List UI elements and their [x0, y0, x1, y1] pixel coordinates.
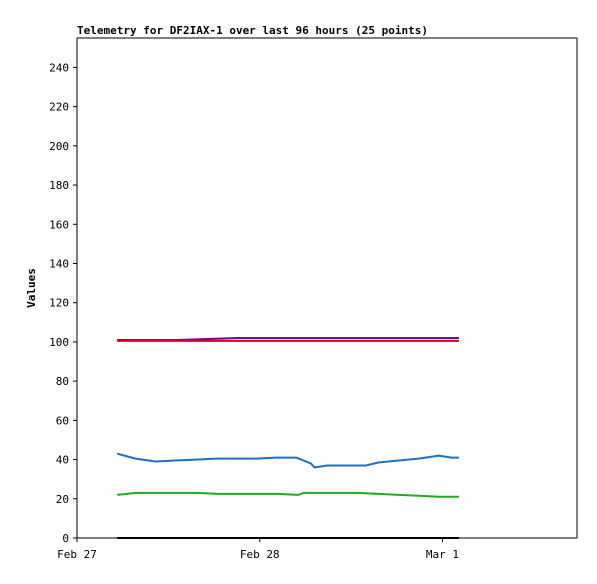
y-tick-label: 0 [62, 532, 69, 545]
x-axis-ticks: Feb 27 Feb 28 Mar 1 [57, 538, 459, 561]
series-line-1 [117, 337, 459, 341]
y-tick-label: 20 [56, 493, 69, 506]
plot-area-frame [76, 37, 578, 539]
y-tick-label: 80 [56, 375, 69, 388]
y-tick-label: 60 [56, 414, 69, 427]
y-axis-label: Values [25, 268, 38, 308]
y-tick-label: 140 [49, 257, 69, 270]
x-tick-label: Mar 1 [426, 548, 459, 561]
y-tick-label: 40 [56, 454, 69, 467]
x-tick-label: Feb 27 [57, 548, 97, 561]
x-tick-label: Feb 28 [240, 548, 280, 561]
y-tick-label: 240 [49, 61, 69, 74]
y-axis-ticks: 0 20 40 60 80 100 120 140 160 180 200 220 240 [49, 61, 77, 545]
series-layer [116, 337, 459, 539]
series-line-4 [117, 491, 459, 498]
y-tick-label: 100 [49, 336, 69, 349]
y-tick-label: 200 [49, 140, 69, 153]
y-tick-label: 220 [49, 101, 69, 114]
chart-title: Telemetry for DF2IAX-1 over last 96 hour… [77, 24, 428, 37]
y-tick-label: 180 [49, 179, 69, 192]
y-tick-label: 120 [49, 297, 69, 310]
series-line-3 [116, 452, 459, 469]
y-tick-label: 160 [49, 218, 69, 231]
